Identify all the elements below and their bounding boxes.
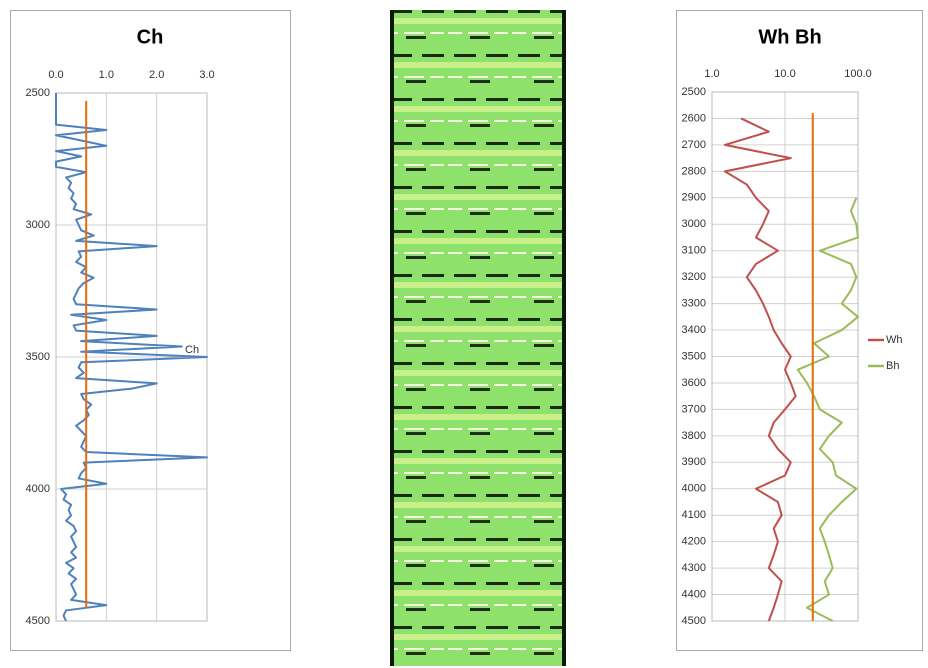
x-tick-label: 10.0	[774, 68, 795, 80]
y-tick-label: 3400	[682, 324, 706, 336]
x-tick-label: 100.0	[844, 68, 872, 80]
y-tick-label: 4400	[682, 588, 706, 600]
x-tick-label: 0.0	[48, 69, 63, 81]
plot-frame	[711, 91, 859, 622]
y-tick-label: 4000	[682, 483, 706, 495]
series-line	[55, 93, 208, 622]
column-edge	[390, 10, 394, 666]
chart-title: Wh Bh	[758, 26, 821, 48]
y-tick-label: 3800	[682, 430, 706, 442]
x-tick-label: 1.0	[99, 69, 114, 81]
y-tick-label: 3300	[682, 298, 706, 310]
series-line	[796, 197, 859, 622]
y-tick-label: 4100	[682, 509, 706, 521]
y-tick-label: 4200	[682, 536, 706, 548]
series-label: Ch	[185, 344, 199, 356]
y-tick-label: 2500	[682, 86, 706, 98]
y-tick-label: 3000	[682, 218, 706, 230]
y-tick-label: 3600	[682, 377, 706, 389]
y-tick-label: 2700	[682, 139, 706, 151]
x-tick-label: 2.0	[149, 69, 164, 81]
y-tick-label: 4500	[682, 615, 706, 627]
y-tick-label: 3000	[26, 219, 50, 231]
panel	[10, 10, 291, 651]
y-tick-label: 3200	[682, 271, 706, 283]
legend-label: Wh	[886, 334, 903, 346]
y-tick-label: 2900	[682, 192, 706, 204]
y-tick-label: 4500	[26, 615, 50, 627]
series-line	[723, 117, 797, 622]
column-edge	[562, 10, 566, 666]
y-tick-label: 3700	[682, 403, 706, 415]
chart-title: Ch	[137, 26, 164, 48]
y-tick-label: 3500	[26, 351, 50, 363]
y-tick-label: 4000	[26, 483, 50, 495]
y-tick-label: 4300	[682, 562, 706, 574]
y-tick-label: 2600	[682, 112, 706, 124]
legend-label: Bh	[886, 360, 899, 372]
y-tick-label: 3100	[682, 245, 706, 257]
y-tick-label: 3500	[682, 350, 706, 362]
x-tick-label: 3.0	[199, 69, 214, 81]
lithology-column	[390, 10, 566, 666]
y-tick-label: 2800	[682, 165, 706, 177]
x-tick-label: 1.0	[704, 68, 719, 80]
y-tick-label: 3900	[682, 456, 706, 468]
y-tick-label: 2500	[26, 87, 50, 99]
